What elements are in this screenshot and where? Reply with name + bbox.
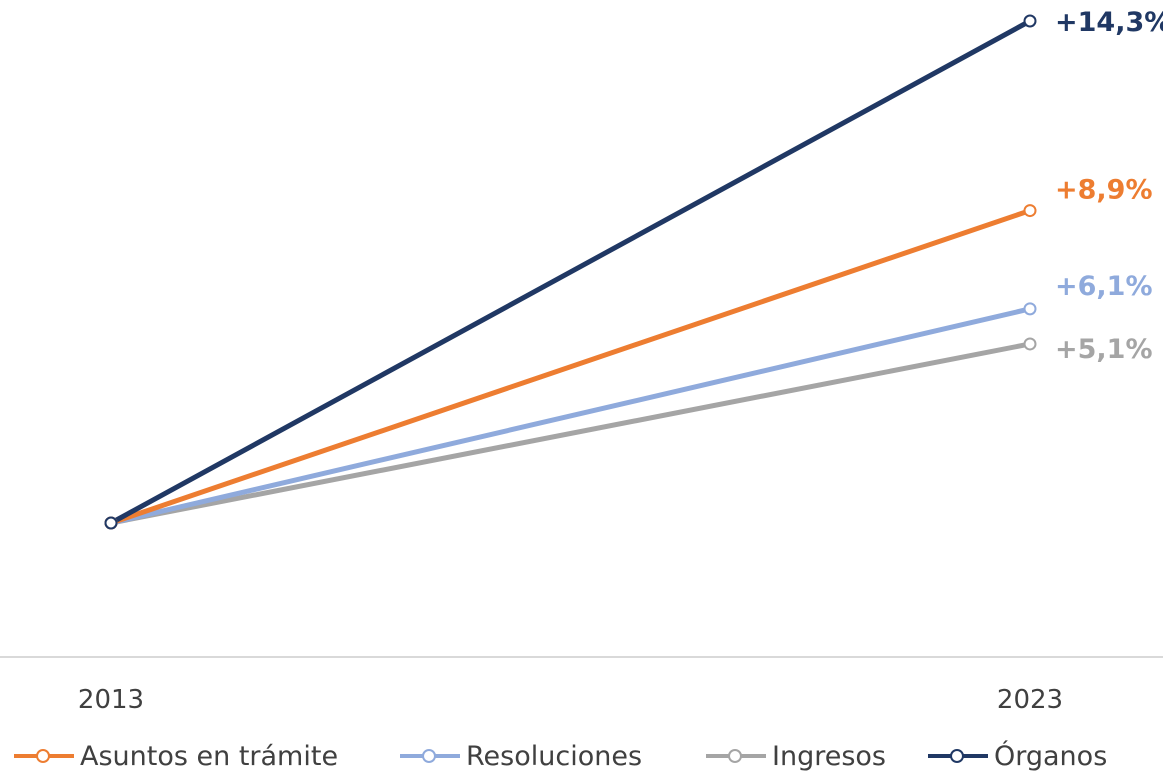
legend-swatch-ingresos bbox=[706, 743, 772, 769]
x-tick-label: 2013 bbox=[78, 685, 144, 715]
legend-label-resoluciones: Resoluciones bbox=[466, 740, 643, 772]
x-tick-label: 2023 bbox=[997, 685, 1063, 715]
data-label-resoluciones: +6,1% bbox=[1055, 271, 1153, 302]
data-point-asuntos[interactable] bbox=[1023, 204, 1037, 218]
data-point-ingresos[interactable] bbox=[1023, 337, 1037, 351]
data-point-organos[interactable] bbox=[1023, 14, 1037, 28]
legend-item-ingresos[interactable]: Ingresos bbox=[706, 734, 886, 778]
data-label-organos: +14,3% bbox=[1055, 7, 1163, 38]
legend: Asuntos en trámite Resoluciones Ingresos… bbox=[0, 734, 1163, 778]
legend-item-organos[interactable]: Órganos bbox=[928, 734, 1107, 778]
legend-label-asuntos: Asuntos en trámite bbox=[80, 740, 339, 772]
legend-item-resoluciones[interactable]: Resoluciones bbox=[400, 734, 642, 778]
series-layer: +5,1% +6,1% +8,9% +14,3% bbox=[104, 7, 1163, 530]
legend-item-asuntos[interactable]: Asuntos en trámite bbox=[14, 734, 338, 778]
legend-swatch-asuntos bbox=[14, 743, 80, 769]
series-line-ingresos bbox=[108, 341, 1033, 526]
legend-swatch-organos bbox=[928, 743, 994, 769]
legend-label-ingresos: Ingresos bbox=[772, 740, 886, 772]
series-line-resoluciones bbox=[108, 306, 1033, 526]
data-label-ingresos: +5,1% bbox=[1055, 334, 1153, 365]
data-point-resoluciones[interactable] bbox=[1023, 302, 1037, 316]
data-point-organos[interactable] bbox=[104, 516, 118, 530]
series-line-organos bbox=[108, 18, 1033, 526]
legend-label-organos: Órganos bbox=[994, 740, 1108, 772]
data-label-asuntos: +8,9% bbox=[1055, 175, 1153, 206]
series-line-asuntos bbox=[108, 208, 1033, 526]
legend-swatch-resoluciones bbox=[400, 743, 466, 769]
